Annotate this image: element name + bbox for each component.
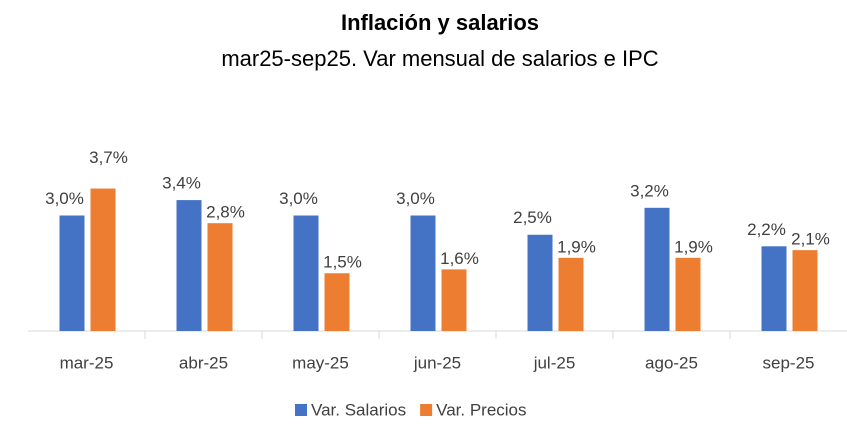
data-label: 3,7% [89,148,128,167]
x-tick-label: jul-25 [533,353,576,372]
bar [90,188,116,331]
legend-swatch [295,404,307,416]
bar [792,250,818,331]
x-tick-label: mar-25 [60,353,114,372]
legend-label: Var. Salarios [311,400,406,419]
legend-label: Var. Precios [436,400,526,419]
bar [675,257,701,331]
data-label: 3,4% [162,174,201,193]
chart-title: Inflación y salarios [341,10,539,35]
data-label: 3,0% [45,189,84,208]
bar [410,215,436,331]
data-label: 3,0% [279,189,318,208]
bar [441,269,467,331]
bar [558,257,584,331]
data-label: 1,9% [674,237,713,256]
bar [324,273,350,331]
data-label: 2,5% [513,208,552,227]
data-label: 2,2% [747,220,786,239]
x-tick-label: abr-25 [179,353,228,372]
x-tick-label: ago-25 [645,353,698,372]
x-tick-label: sep-25 [763,353,815,372]
x-tick-label: jun-25 [413,353,461,372]
data-label: 2,8% [206,203,245,222]
legend-swatch [420,404,433,416]
bar [527,234,553,331]
data-label: 3,0% [396,189,435,208]
data-label: 2,1% [791,230,830,249]
bar [761,246,787,331]
x-tick-label: may-25 [292,353,349,372]
bar [207,223,233,331]
chart-subtitle: mar25-sep25. Var mensual de salarios e I… [221,46,658,71]
data-label: 1,9% [557,237,596,256]
data-label: 3,2% [630,181,669,200]
bar [59,215,85,331]
bar [644,207,670,331]
data-label: 1,5% [323,253,362,272]
bar [293,215,319,331]
data-label: 1,6% [440,249,479,268]
bar [176,200,202,331]
